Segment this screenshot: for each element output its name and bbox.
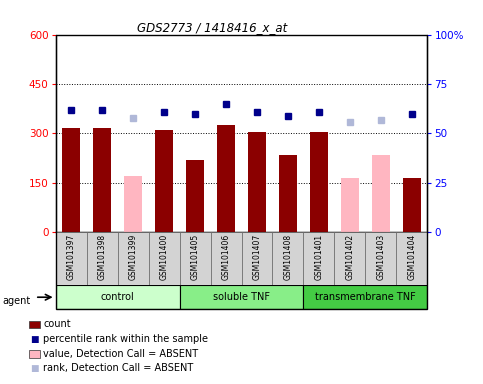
Text: GSM101403: GSM101403: [376, 234, 385, 280]
Text: ■: ■: [30, 334, 39, 344]
Bar: [86, 232, 117, 286]
Bar: [366, 232, 397, 286]
Bar: [303, 232, 334, 286]
Text: GSM101405: GSM101405: [190, 234, 199, 280]
Text: soluble TNF: soluble TNF: [213, 292, 270, 302]
Text: GSM101400: GSM101400: [159, 234, 169, 280]
Bar: [149, 232, 180, 286]
Bar: [272, 232, 303, 286]
Bar: [303, 285, 427, 309]
Text: control: control: [100, 292, 134, 302]
Bar: [180, 285, 303, 309]
Bar: [341, 178, 359, 232]
Text: count: count: [43, 319, 71, 329]
Text: GSM101407: GSM101407: [253, 234, 261, 280]
Bar: [62, 129, 80, 232]
Bar: [334, 232, 366, 286]
Bar: [155, 130, 173, 232]
Text: value, Detection Call = ABSENT: value, Detection Call = ABSENT: [43, 349, 199, 359]
Text: GSM101402: GSM101402: [345, 234, 355, 280]
Text: transmembrane TNF: transmembrane TNF: [315, 292, 416, 302]
Bar: [279, 155, 297, 232]
Bar: [56, 232, 86, 286]
Text: GSM101399: GSM101399: [128, 234, 138, 280]
Bar: [56, 285, 180, 309]
Text: ■: ■: [30, 364, 39, 373]
Bar: [217, 125, 235, 232]
Text: GSM101398: GSM101398: [98, 234, 107, 280]
Bar: [248, 132, 266, 232]
Text: agent: agent: [2, 296, 30, 306]
Text: GSM101397: GSM101397: [67, 234, 75, 280]
Bar: [372, 155, 390, 232]
Text: GSM101401: GSM101401: [314, 234, 324, 280]
Text: GSM101406: GSM101406: [222, 234, 230, 280]
Bar: [403, 178, 421, 232]
Text: GSM101404: GSM101404: [408, 234, 416, 280]
Bar: [117, 232, 149, 286]
Text: rank, Detection Call = ABSENT: rank, Detection Call = ABSENT: [43, 363, 194, 373]
Bar: [180, 232, 211, 286]
Text: GDS2773 / 1418416_x_at: GDS2773 / 1418416_x_at: [137, 21, 288, 34]
Bar: [93, 129, 112, 232]
Text: percentile rank within the sample: percentile rank within the sample: [43, 334, 209, 344]
Bar: [310, 132, 328, 232]
Text: GSM101408: GSM101408: [284, 234, 293, 280]
Bar: [186, 160, 204, 232]
Bar: [242, 232, 272, 286]
Bar: [397, 232, 427, 286]
Bar: [211, 232, 242, 286]
Bar: [124, 176, 142, 232]
